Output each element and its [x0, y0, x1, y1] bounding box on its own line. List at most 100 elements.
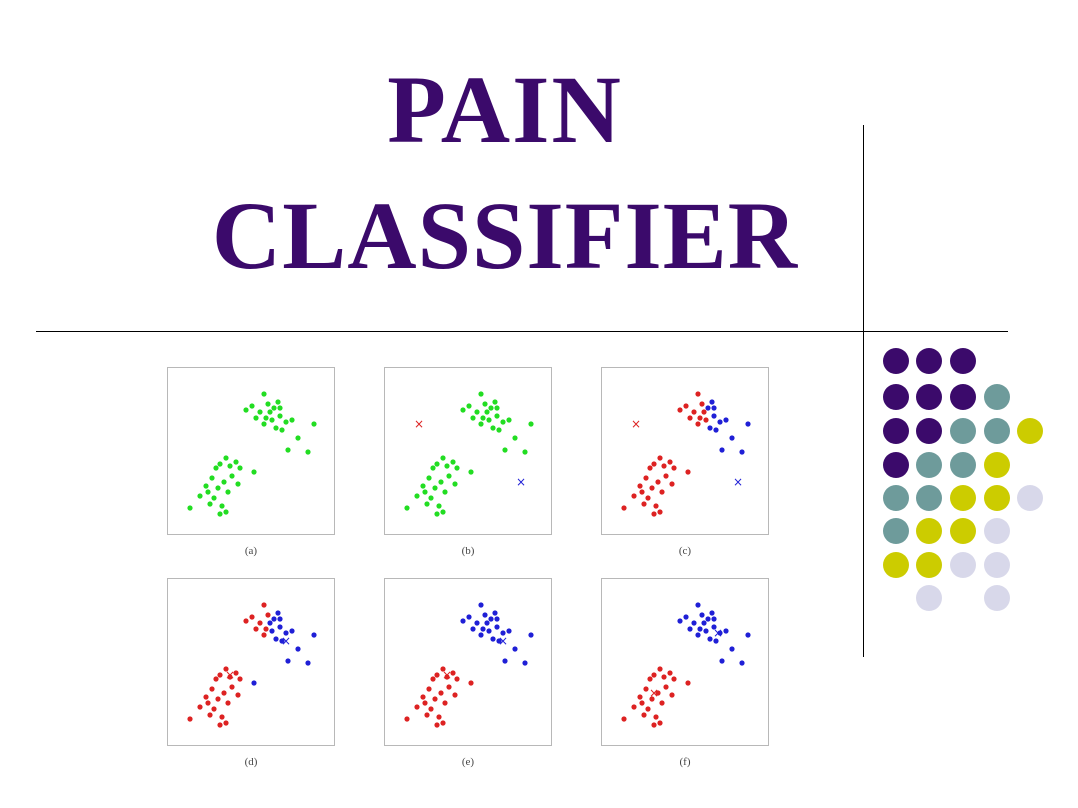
data-point [460, 407, 466, 413]
data-point [695, 421, 701, 427]
data-point [478, 421, 484, 427]
data-point [444, 674, 450, 680]
data-point [420, 483, 426, 489]
data-point [653, 714, 659, 720]
data-point [187, 505, 193, 511]
data-point [494, 405, 500, 411]
data-point [277, 624, 283, 630]
data-point [251, 680, 257, 686]
data-point [279, 427, 285, 433]
data-point [663, 473, 669, 479]
data-point [249, 614, 255, 620]
data-point [745, 632, 751, 638]
data-point [651, 722, 657, 728]
data-point [450, 459, 456, 465]
data-point [295, 435, 301, 441]
data-point [279, 638, 285, 644]
data-point [223, 720, 229, 726]
centroid-marker: × [498, 634, 508, 648]
centroid-marker: × [414, 417, 424, 431]
data-point [663, 684, 669, 690]
data-point [719, 658, 725, 664]
data-point [217, 672, 223, 678]
data-point [454, 465, 460, 471]
decorative-dot [950, 452, 976, 478]
data-point [661, 674, 667, 680]
data-point [289, 628, 295, 634]
data-point [253, 626, 259, 632]
data-point [253, 415, 259, 421]
data-point [478, 391, 484, 397]
data-point [420, 694, 426, 700]
decorative-dot [916, 552, 942, 578]
data-point [745, 421, 751, 427]
data-point [649, 696, 655, 702]
data-point [657, 455, 663, 461]
data-point [285, 658, 291, 664]
data-point [237, 676, 243, 682]
scatter-panel: × × [384, 367, 552, 535]
data-point [494, 624, 500, 630]
data-point [637, 694, 643, 700]
data-point [496, 427, 502, 433]
data-point [641, 712, 647, 718]
data-point [470, 415, 476, 421]
data-point [207, 501, 213, 507]
data-point [621, 716, 627, 722]
data-point [683, 403, 689, 409]
decorative-dot [984, 418, 1010, 444]
data-point [671, 676, 677, 682]
centroid-marker: × [225, 668, 235, 682]
data-point [205, 489, 211, 495]
data-point [225, 489, 231, 495]
data-point [707, 636, 713, 642]
data-point [494, 413, 500, 419]
data-point [639, 489, 645, 495]
data-point [711, 405, 717, 411]
data-point [221, 479, 227, 485]
data-point [699, 612, 705, 618]
data-point [691, 409, 697, 415]
data-point [697, 415, 703, 421]
data-point [651, 461, 657, 467]
data-point [685, 469, 691, 475]
data-point [257, 620, 263, 626]
data-point [444, 463, 450, 469]
data-point [713, 427, 719, 433]
data-point [261, 632, 267, 638]
data-point [645, 495, 651, 501]
data-point [667, 459, 673, 465]
panel-label: (f) [679, 756, 691, 768]
scatter-panel: × × [384, 578, 552, 746]
decorative-dot [950, 418, 976, 444]
data-point [404, 505, 410, 511]
data-point [404, 716, 410, 722]
data-point [677, 407, 683, 413]
data-point [468, 469, 474, 475]
horizontal-divider [36, 331, 1008, 332]
data-point [657, 509, 663, 515]
data-point [631, 704, 637, 710]
data-point [219, 714, 225, 720]
data-point [265, 401, 271, 407]
data-point [434, 722, 440, 728]
data-point [643, 686, 649, 692]
data-point [271, 405, 277, 411]
data-point [295, 646, 301, 652]
data-point [430, 676, 436, 682]
data-point [187, 716, 193, 722]
data-point [466, 614, 472, 620]
data-point [492, 610, 498, 616]
data-point [223, 509, 229, 515]
data-point [233, 459, 239, 465]
data-point [269, 628, 275, 634]
data-point [227, 463, 233, 469]
data-point [645, 706, 651, 712]
data-point [305, 660, 311, 666]
data-point [500, 419, 506, 425]
data-point [217, 461, 223, 467]
centroid-marker: × [281, 634, 291, 648]
title-line-1: PAIN [387, 56, 623, 163]
scatter-panel [167, 367, 335, 535]
data-point [225, 700, 231, 706]
